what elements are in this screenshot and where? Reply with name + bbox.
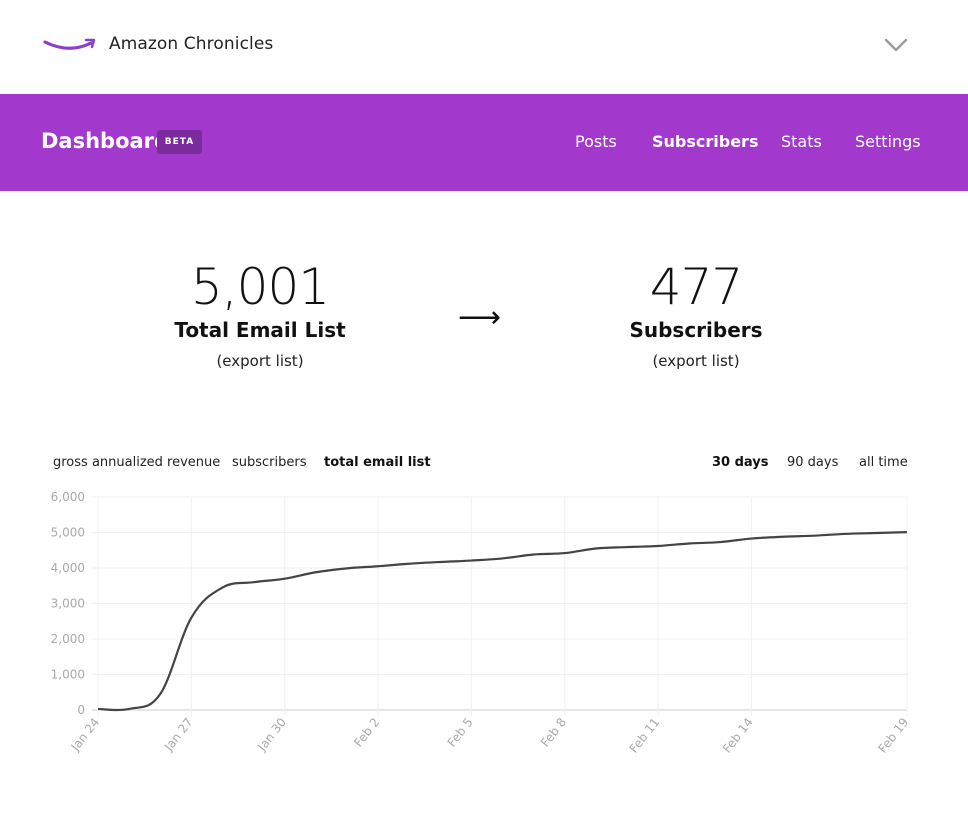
x-tick-label: Jan 30 — [254, 715, 289, 754]
range-30-days[interactable]: 30 days — [712, 455, 769, 470]
y-tick-label: 2,000 — [51, 632, 85, 646]
arrow-right-icon: ⟶ — [458, 300, 502, 335]
x-tick-label: Feb 5 — [445, 715, 476, 749]
tab-gross-annualized-revenue[interactable]: gross annualized revenue — [53, 455, 221, 470]
nav-link-stats[interactable]: Stats — [781, 132, 822, 151]
y-tick-label: 6,000 — [51, 490, 85, 504]
range-90-days[interactable]: 90 days — [787, 455, 839, 470]
tab-subscribers[interactable]: subscribers — [232, 455, 307, 470]
top-bar: Amazon Chronicles — [0, 0, 968, 94]
total-email-list-chart: 0 1,000 2,000 3,000 4,000 5,000 6,000 Jan 24 Jan… — [51, 490, 912, 756]
total-email-list-value: 5,001 — [190, 258, 330, 316]
x-tick-label: Feb 11 — [627, 715, 663, 755]
x-tick-label: Jan 27 — [161, 715, 196, 754]
nav-link-settings[interactable]: Settings — [855, 132, 921, 151]
y-tick-label: 5,000 — [51, 526, 85, 540]
y-tick-label: 0 — [77, 703, 85, 717]
x-tick-label: Feb 2 — [351, 715, 382, 749]
subscribers-stat: 477 Subscribers (export list) — [536, 258, 856, 370]
subscribers-value: 477 — [649, 258, 743, 316]
tab-total-email-list[interactable]: total email list — [324, 455, 431, 470]
export-subscribers-link[interactable]: (export list) — [652, 352, 740, 370]
chevron-down-icon[interactable] — [883, 36, 909, 54]
x-tick-label: Feb 14 — [720, 715, 756, 755]
subscribers-label: Subscribers — [629, 318, 763, 342]
total-email-list-label: Total Email List — [174, 318, 346, 342]
dashboard-title: Dashboard — [41, 129, 170, 153]
nav-link-posts[interactable]: Posts — [575, 132, 617, 151]
y-tick-label: 3,000 — [51, 597, 85, 611]
y-tick-label: 1,000 — [51, 668, 85, 682]
x-tick-label: Feb 8 — [538, 715, 569, 749]
amazon-smile-logo-icon — [43, 38, 96, 50]
beta-badge: BETA — [157, 130, 202, 154]
export-total-list-link[interactable]: (export list) — [216, 352, 304, 370]
total-email-list-stat: 5,001 Total Email List (export list) — [100, 258, 420, 370]
site-name: Amazon Chronicles — [109, 34, 274, 54]
y-tick-label: 4,000 — [51, 561, 85, 575]
x-tick-label: Feb 19 — [875, 715, 911, 755]
range-all-time[interactable]: all time — [859, 455, 908, 470]
nav-link-subscribers[interactable]: Subscribers — [652, 132, 759, 151]
site-brand[interactable]: Amazon Chronicles — [43, 34, 273, 54]
total-email-list-series-line — [97, 531, 908, 712]
x-tick-label: Jan 24 — [68, 715, 103, 754]
